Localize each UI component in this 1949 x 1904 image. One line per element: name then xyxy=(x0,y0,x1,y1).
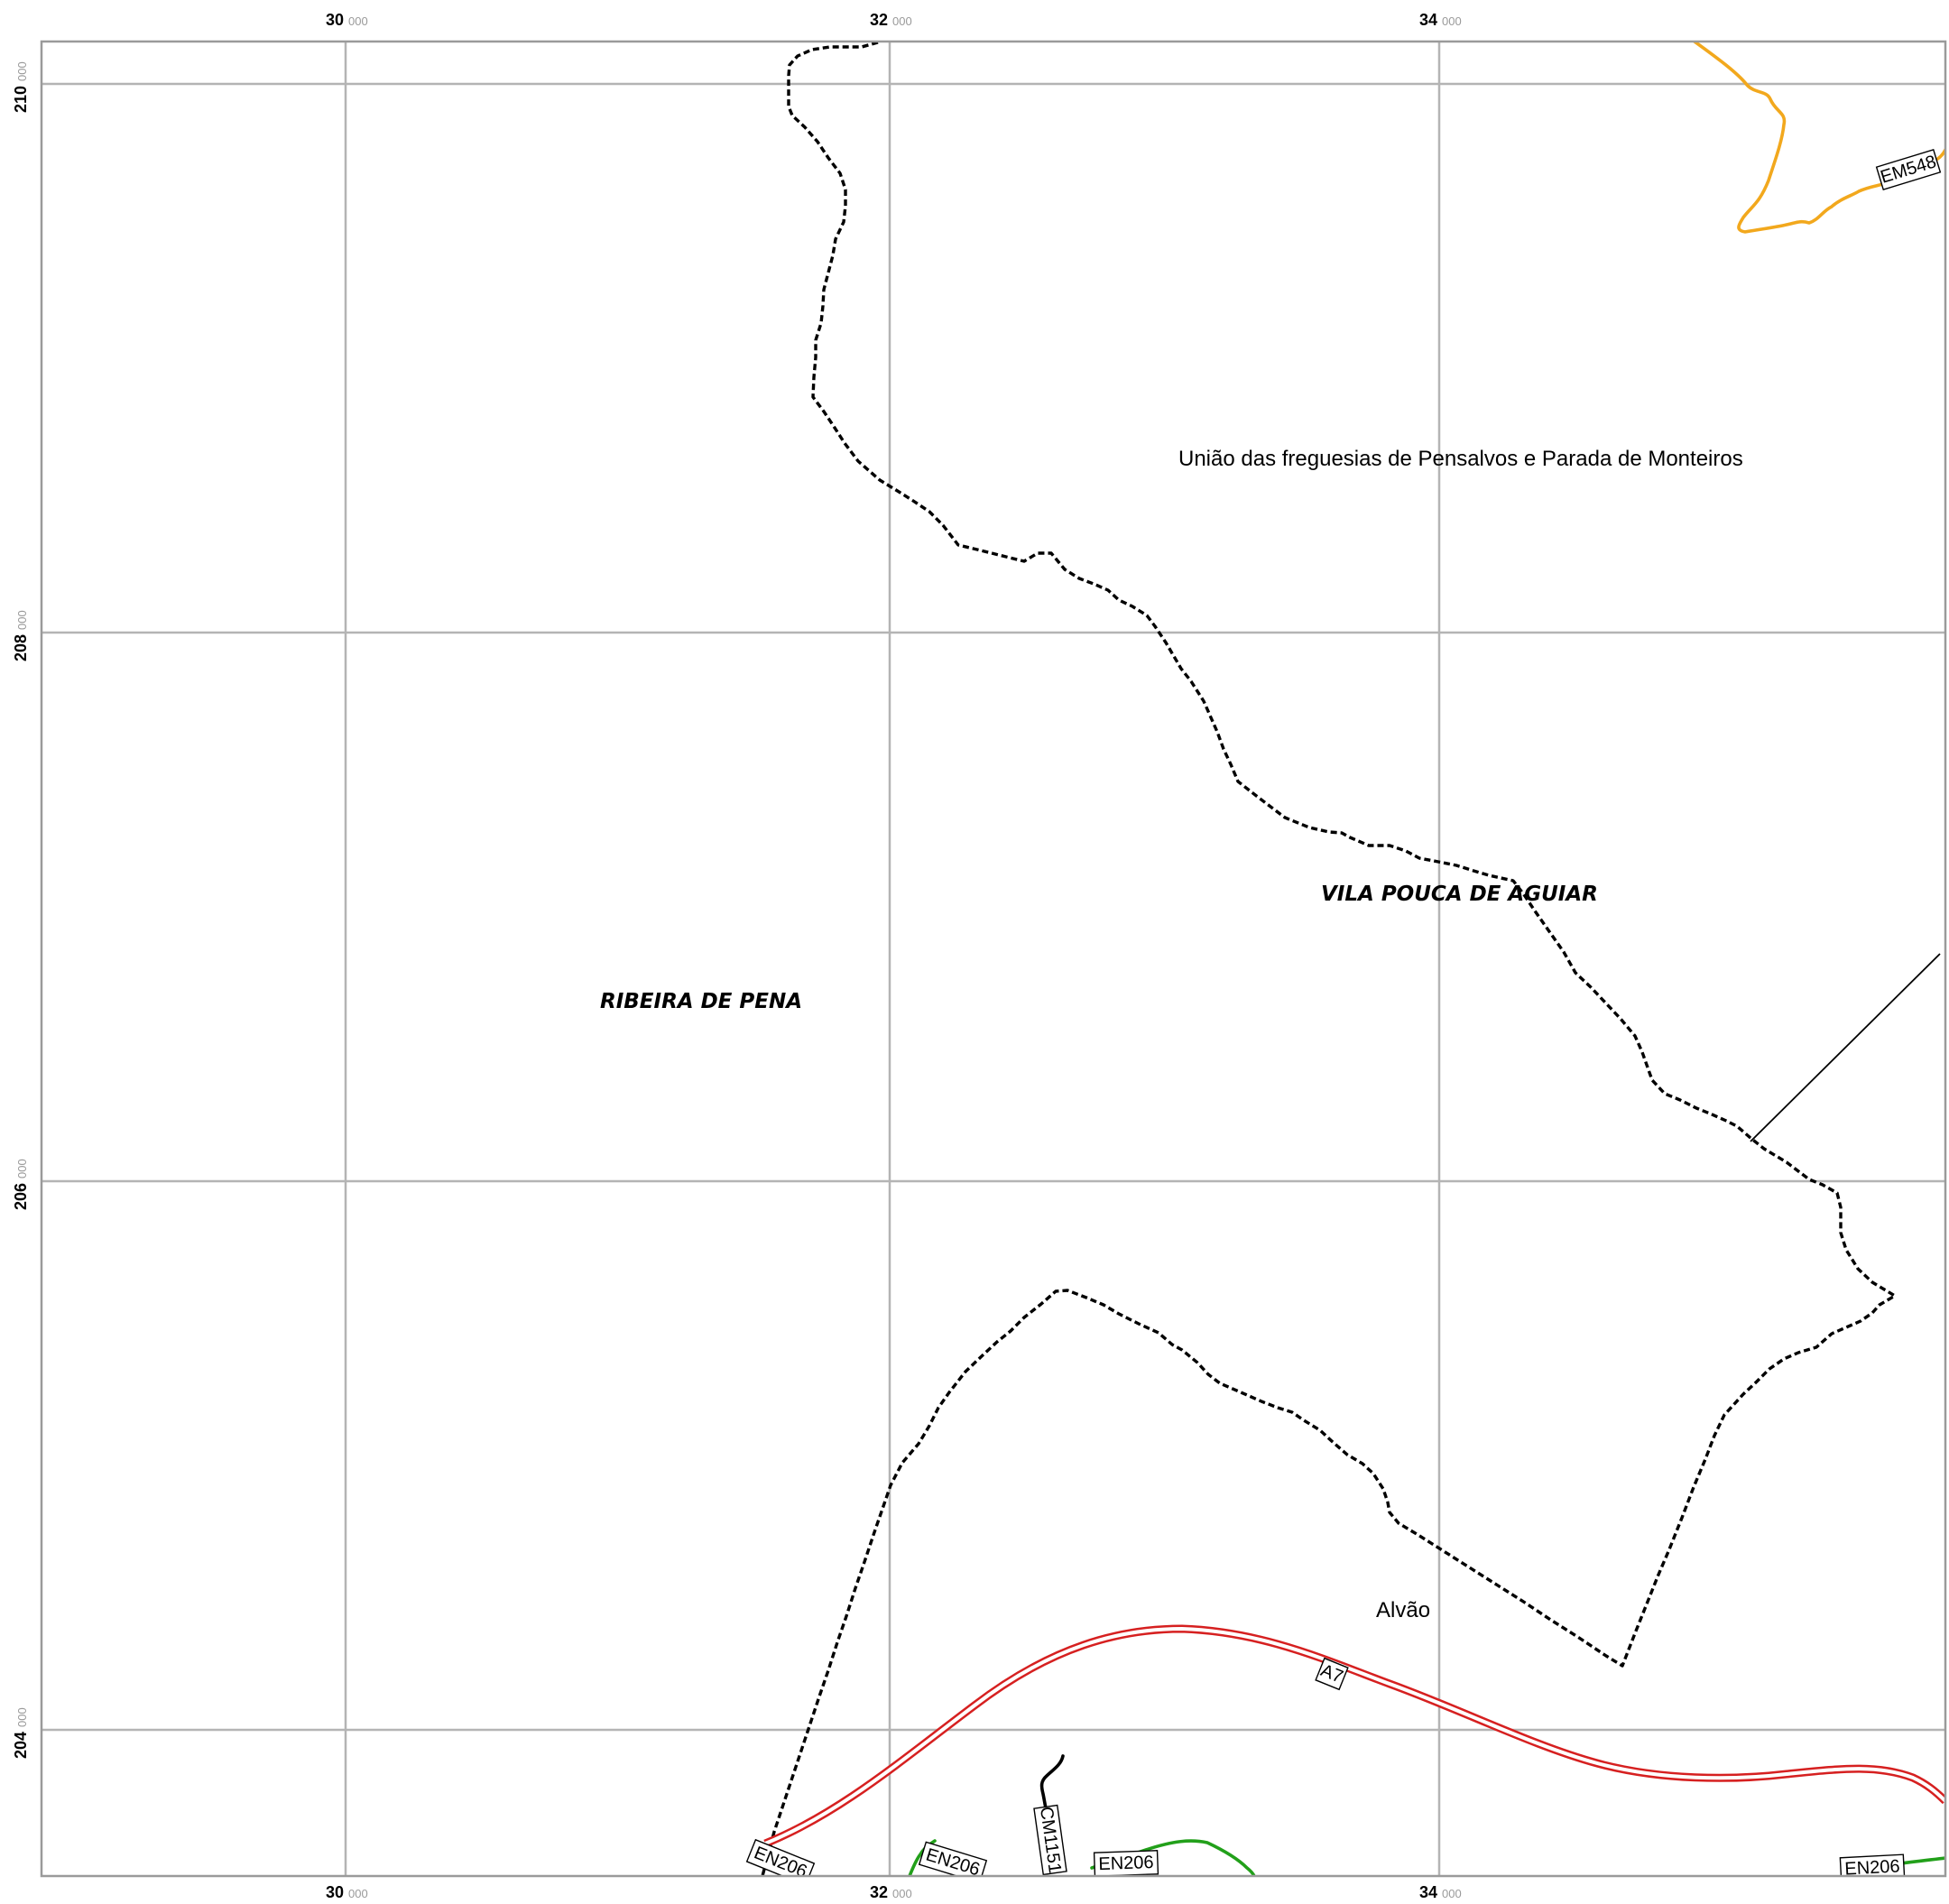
svg-text:EN206: EN206 xyxy=(1844,1856,1900,1879)
x-tick-bottom-32-minor: 000 xyxy=(892,1887,912,1900)
municipality-label-east: VILA POUCA DE AGUIAR xyxy=(1321,883,1598,906)
y-tick-206: 206 xyxy=(12,1183,30,1210)
road-label-em548: EM548 xyxy=(1875,149,1942,190)
y-tick-206-minor: 000 xyxy=(15,1159,29,1178)
x-tick-top-32-minor: 000 xyxy=(892,14,912,28)
municipal-boundary-north xyxy=(761,42,1897,1876)
bottom-axis-labels: 30 000 32 000 34 000 xyxy=(326,1883,1462,1901)
road-label-cm1151: CM1151 xyxy=(1033,1804,1067,1876)
map-frame xyxy=(40,40,1947,1878)
municipality-label-west: RIBEIRA DE PENA xyxy=(600,990,802,1013)
left-axis-labels: 210 000 208 000 206 000 204 000 xyxy=(12,61,30,1759)
thin-boundary-line xyxy=(1750,953,1941,1142)
road-label-en206-d: EN206 xyxy=(1839,1853,1906,1879)
y-tick-208-minor: 000 xyxy=(15,610,29,630)
x-tick-bottom-32: 32 xyxy=(870,1883,888,1901)
x-tick-top-30: 30 xyxy=(326,11,344,29)
y-tick-204-minor: 000 xyxy=(15,1707,29,1727)
road-em548 xyxy=(1693,42,1945,234)
x-tick-top-34-minor: 000 xyxy=(1442,14,1462,28)
parish-label-north: União das freguesias de Pensalvos e Para… xyxy=(1178,447,1743,471)
road-label-en206-c: EN206 xyxy=(1093,1850,1159,1876)
x-tick-bottom-34-minor: 000 xyxy=(1442,1887,1462,1900)
grid-lines xyxy=(42,42,1945,1876)
x-tick-bottom-30: 30 xyxy=(326,1883,344,1901)
y-tick-204: 204 xyxy=(12,1732,30,1759)
y-tick-208: 208 xyxy=(12,634,30,661)
road-label-en206-a: EN206 xyxy=(745,1838,816,1876)
motorway-a7 xyxy=(763,1624,1945,1848)
x-tick-top-32: 32 xyxy=(870,11,888,29)
road-label-a7: A7 xyxy=(1315,1657,1349,1691)
svg-text:EN206: EN206 xyxy=(1098,1853,1154,1874)
y-tick-210: 210 xyxy=(12,86,30,113)
x-tick-bottom-34: 34 xyxy=(1419,1883,1437,1901)
top-axis-labels: 30 000 32 000 34 000 xyxy=(326,11,1462,29)
x-tick-top-34: 34 xyxy=(1419,11,1437,29)
x-tick-top-30-minor: 000 xyxy=(348,14,368,28)
y-tick-210-minor: 000 xyxy=(15,61,29,81)
parish-label-south: Alvão xyxy=(1376,1598,1430,1622)
x-tick-bottom-30-minor: 000 xyxy=(348,1887,368,1900)
